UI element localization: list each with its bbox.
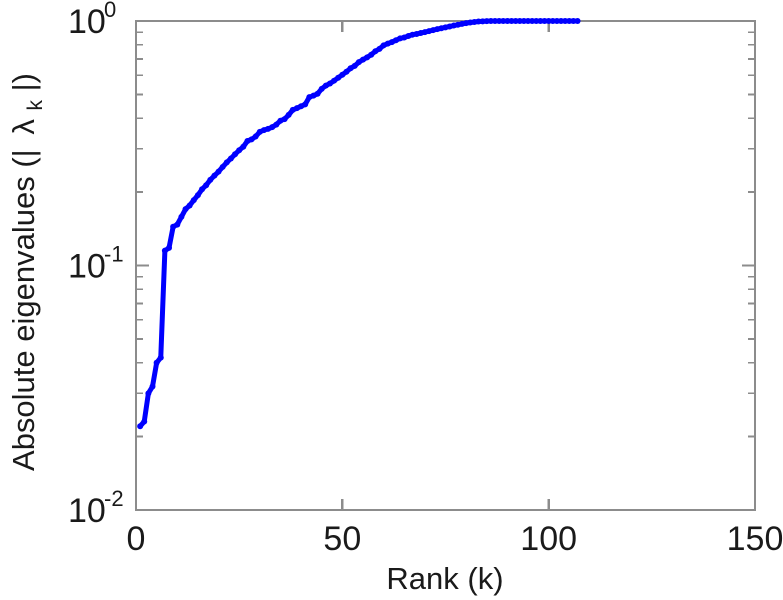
data-point <box>533 18 540 24</box>
data-point <box>537 18 544 24</box>
y-tick-label-group-0: 10-2 <box>68 486 124 530</box>
x-axis-ticks <box>134 21 757 510</box>
data-point <box>141 418 148 425</box>
y-axis-label-tail: |) <box>6 73 41 91</box>
data-point <box>223 159 230 166</box>
axis-box-path <box>134 19 757 512</box>
data-point <box>343 68 350 75</box>
series-line-0 <box>137 18 581 429</box>
data-point <box>504 18 511 24</box>
y-tick-label-mantissa-0: 10 <box>68 492 106 530</box>
data-point <box>508 18 515 24</box>
y-axis-label-lambda: λ <box>6 119 41 135</box>
data-point <box>203 182 210 189</box>
data-point <box>351 62 358 69</box>
data-point <box>186 202 193 209</box>
data-point <box>174 221 181 228</box>
data-point <box>541 18 548 24</box>
y-tick-label-exponent-0: -2 <box>104 486 124 511</box>
data-point <box>368 51 375 58</box>
data-point <box>207 176 214 183</box>
data-point <box>166 244 173 251</box>
y-tick-label-group-1: 10-1 <box>68 242 124 286</box>
data-point <box>512 18 519 24</box>
data-point <box>194 192 201 199</box>
data-series-group <box>137 18 581 430</box>
y-tick-label-exponent-2: 0 <box>104 0 116 22</box>
data-point <box>145 390 152 397</box>
data-point <box>553 18 560 24</box>
data-point <box>516 18 523 24</box>
y-tick-label-mantissa-1: 10 <box>68 248 106 286</box>
y-tick-label-group-2: 100 <box>68 0 116 41</box>
y-axis-label-main: Absolute eigenvalues (| <box>6 149 41 471</box>
data-point <box>558 18 565 24</box>
x-axis-label: Rank (k) <box>386 561 503 596</box>
data-point <box>545 18 552 24</box>
data-point <box>302 101 309 108</box>
data-point <box>314 90 321 97</box>
y-axis-ticks <box>136 19 755 512</box>
plot-axes-box <box>134 19 757 512</box>
y-axis-label-subscript: k <box>24 100 47 111</box>
data-point <box>496 18 503 24</box>
x-tick-label-150: 150 <box>727 520 783 558</box>
data-point <box>520 18 527 24</box>
data-point <box>137 423 144 430</box>
x-tick-label-100: 100 <box>520 520 577 558</box>
data-point <box>199 186 206 193</box>
data-point <box>285 111 292 118</box>
series-markers-0 <box>137 18 581 430</box>
y-axis-label-text: Absolute eigenvalues (| λ k |) <box>6 73 49 471</box>
data-point <box>318 85 325 92</box>
data-point <box>335 74 342 81</box>
data-point <box>570 18 577 24</box>
data-point <box>219 163 226 170</box>
data-point <box>240 143 247 150</box>
data-point <box>562 18 569 24</box>
x-axis-tick-labels: 0 50 100 150 <box>127 520 783 558</box>
data-point <box>232 151 239 158</box>
data-point <box>525 18 532 24</box>
data-point <box>549 18 556 24</box>
data-point <box>157 354 164 361</box>
data-point <box>281 116 288 123</box>
data-point <box>492 18 499 24</box>
x-tick-label-0: 0 <box>127 520 146 558</box>
data-point <box>211 172 218 179</box>
data-point <box>252 133 259 140</box>
data-point <box>273 121 280 128</box>
data-point <box>182 206 189 213</box>
data-point <box>149 383 156 390</box>
data-point <box>236 147 243 154</box>
data-point <box>500 18 507 24</box>
x-tick-label-50: 50 <box>323 520 361 558</box>
data-point <box>376 45 383 52</box>
data-point <box>178 213 185 220</box>
data-point <box>574 18 581 24</box>
data-point <box>153 359 160 366</box>
data-point <box>529 18 536 24</box>
data-point <box>190 197 197 204</box>
y-axis-label: Absolute eigenvalues (| λ k |) <box>6 73 49 471</box>
data-point <box>566 18 573 24</box>
data-point <box>339 71 346 78</box>
y-tick-label-exponent-1: -1 <box>104 242 124 267</box>
data-point <box>487 18 494 24</box>
data-point <box>215 168 222 175</box>
y-tick-label-mantissa-2: 10 <box>68 3 106 41</box>
data-point <box>227 155 234 162</box>
